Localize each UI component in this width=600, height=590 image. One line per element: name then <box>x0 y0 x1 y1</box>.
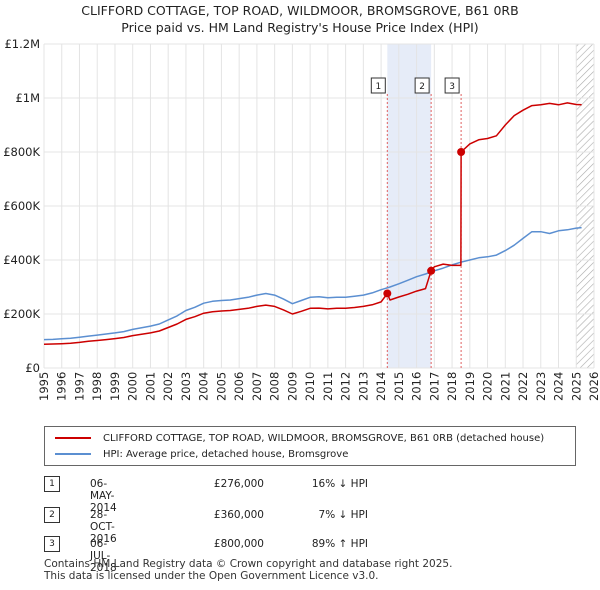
x-tick-label: 2002 <box>161 372 175 401</box>
y-tick-label: £600K <box>3 199 40 213</box>
x-tick-label: 2009 <box>285 372 299 401</box>
legend-label-property: CLIFFORD COTTAGE, TOP ROAD, WILDMOOR, BR… <box>103 432 545 444</box>
legend-swatch-hpi <box>55 453 91 455</box>
transaction-price: £276,000 <box>213 478 264 490</box>
x-tick-label: 2011 <box>321 372 335 401</box>
sale-label-box <box>414 77 430 94</box>
transaction-marker: 2 <box>44 507 60 523</box>
x-tick-label: 1999 <box>108 372 122 401</box>
x-tick-label: 2008 <box>268 372 282 401</box>
y-tick-label: £800K <box>3 145 40 159</box>
sale-point <box>383 289 392 298</box>
x-tick-label: 2000 <box>126 372 140 401</box>
x-tick-label: 2024 <box>552 372 566 401</box>
transaction-date: 06-JUL-2018 <box>90 538 117 574</box>
x-tick-label: 1997 <box>72 372 86 401</box>
x-tick-label: 1995 <box>37 372 51 401</box>
sale-label: 2 <box>419 82 425 92</box>
sale-label: 1 <box>375 82 381 92</box>
legend-swatch-property <box>55 437 91 439</box>
x-tick-label: 2020 <box>481 372 495 401</box>
x-tick-label: 2018 <box>445 372 459 401</box>
x-tick-label: 2004 <box>197 372 211 401</box>
transaction-price: £800,000 <box>213 538 264 550</box>
legend-item-hpi: HPI: Average price, detached house, Brom… <box>55 447 348 461</box>
y-tick-label: £200K <box>3 307 40 321</box>
x-tick-label: 2010 <box>303 372 317 401</box>
y-tick-label: £0 <box>25 361 40 375</box>
x-tick-label: 2005 <box>214 372 228 401</box>
chart-subtitle: Price paid vs. HM Land Registry's House … <box>121 20 479 35</box>
y-tick-label: £1.2M <box>4 37 40 51</box>
x-tick-label: 1996 <box>55 372 69 401</box>
x-tick-label: 2023 <box>534 372 548 401</box>
x-tick-label: 2016 <box>410 372 424 401</box>
x-tick-label: 2012 <box>339 372 353 401</box>
x-tick-label: 2022 <box>516 372 530 401</box>
x-tick-label: 2026 <box>587 372 600 401</box>
hpi-series-line <box>43 226 582 341</box>
x-tick-label: 2007 <box>250 372 264 401</box>
transaction-hpi: 89% ↑ HPI <box>311 538 368 550</box>
x-tick-label: 2019 <box>463 372 477 401</box>
transaction-hpi: 16% ↓ HPI <box>311 478 368 490</box>
y-tick-label: £400K <box>3 253 40 267</box>
transaction-marker: 1 <box>44 476 60 492</box>
transaction-marker: 3 <box>44 536 60 552</box>
x-tick-label: 2017 <box>427 372 441 401</box>
sale-point <box>457 148 466 156</box>
x-tick-label: 2003 <box>179 372 193 401</box>
transaction-price: £360,000 <box>213 509 264 521</box>
footer-copyright: Contains HM Land Registry data © Crown c… <box>44 558 453 570</box>
property-series-line <box>43 102 582 345</box>
x-tick-label: 2006 <box>232 372 246 401</box>
x-tick-label: 2014 <box>374 372 388 401</box>
x-tick-label: 2015 <box>392 372 406 401</box>
x-tick-label: 1998 <box>90 372 104 401</box>
x-tick-label: 2021 <box>498 372 512 401</box>
sale-label: 3 <box>449 82 455 92</box>
transaction-hpi: 7% ↓ HPI <box>318 509 368 521</box>
legend-item-property: CLIFFORD COTTAGE, TOP ROAD, WILDMOOR, BR… <box>55 431 544 445</box>
legend-label-hpi: HPI: Average price, detached house, Brom… <box>103 448 349 460</box>
x-tick-label: 2013 <box>356 372 370 401</box>
transaction-date: 06-MAY-2014 <box>90 478 117 514</box>
y-tick-label: £1M <box>15 91 40 105</box>
x-tick-label: 2001 <box>143 372 157 401</box>
chart-title: CLIFFORD COTTAGE, TOP ROAD, WILDMOOR, BR… <box>81 3 519 18</box>
sale-label-box <box>444 77 460 94</box>
footer-licence: This data is licensed under the Open Gov… <box>44 569 379 582</box>
sale-label-box <box>370 77 386 94</box>
footer: Contains HM Land Registry data © Crown c… <box>44 558 453 582</box>
legend: CLIFFORD COTTAGE, TOP ROAD, WILDMOOR, BR… <box>44 426 576 466</box>
transaction-date: 28-OCT-2016 <box>90 509 117 545</box>
sale-point <box>427 266 436 275</box>
x-tick-label: 2025 <box>569 372 583 401</box>
